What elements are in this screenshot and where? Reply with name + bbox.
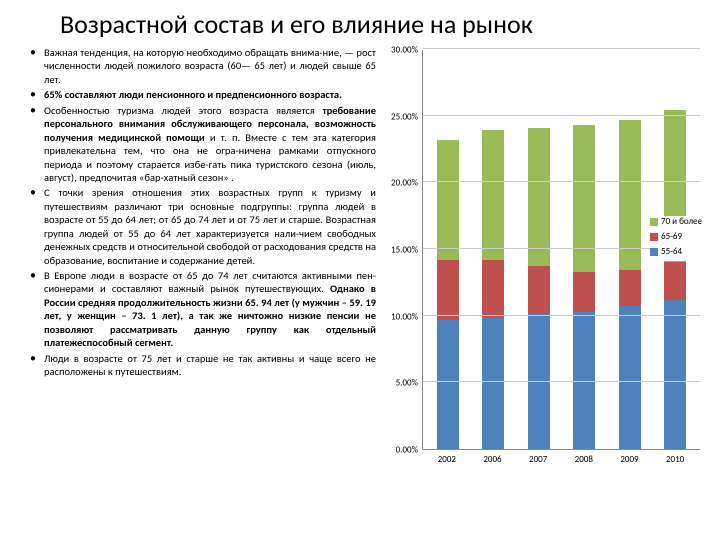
y-tick-label: 30.00% xyxy=(391,45,418,56)
legend-item: 65-69 xyxy=(650,231,702,242)
bar-segment xyxy=(573,125,595,272)
bar-segment xyxy=(573,272,595,312)
bullet-list: Важная тенденция, на которую необходимо … xyxy=(0,46,380,465)
bar-segment xyxy=(482,318,504,449)
bar-segment xyxy=(619,306,641,449)
y-tick-label: 5.00% xyxy=(396,378,418,389)
legend-label: 55-64 xyxy=(661,246,682,257)
bullet-item: В Европе люди в возрасте от 65 до 74 лет… xyxy=(30,269,376,350)
x-tick-label: 2009 xyxy=(618,454,640,465)
legend-item: 70 и более xyxy=(650,216,702,227)
bullet-item: С точки зрения отношения этих возрастных… xyxy=(30,186,376,267)
y-tick-label: 15.00% xyxy=(391,245,418,256)
x-tick-label: 2006 xyxy=(481,454,503,465)
bullet-item: 65% составляют люди пенсионного и предпе… xyxy=(30,88,376,101)
bar-segment xyxy=(619,270,641,306)
bar-segment xyxy=(437,320,459,449)
bar-segment xyxy=(482,130,504,259)
bar-segment xyxy=(528,266,550,314)
bar xyxy=(664,110,686,449)
legend-swatch xyxy=(650,233,658,241)
bar xyxy=(437,140,459,449)
bullet-item: Особенностью туризма людей этого возраст… xyxy=(30,104,376,185)
bar-segment xyxy=(664,262,686,299)
bullet-item: Важная тенденция, на которую необходимо … xyxy=(30,46,376,86)
chart-legend: 70 и более 65-69 55-64 xyxy=(650,216,702,261)
legend-item: 55-64 xyxy=(650,246,702,257)
bar-segment xyxy=(437,140,459,260)
bar-segment xyxy=(437,260,459,320)
legend-label: 65-69 xyxy=(661,231,682,242)
x-tick-label: 2007 xyxy=(527,454,549,465)
bar xyxy=(619,120,641,449)
legend-swatch xyxy=(650,218,658,226)
content-row: Важная тенденция, на которую необходимо … xyxy=(0,46,720,465)
y-tick-label: 25.00% xyxy=(391,111,418,122)
x-axis-labels: 2002 2006 2007 2008 2009 2010 xyxy=(422,450,700,465)
bullet-item: Люди в возрасте от 75 лет и старше не та… xyxy=(30,352,376,379)
bar-segment xyxy=(573,312,595,449)
legend-label: 70 и более xyxy=(661,216,702,227)
bar xyxy=(482,130,504,449)
y-tick-label: 0.00% xyxy=(396,445,418,456)
page-title: Возрастной состав и его влияние на рынок xyxy=(0,0,720,46)
bar xyxy=(528,128,550,449)
x-tick-label: 2008 xyxy=(573,454,595,465)
legend-swatch xyxy=(650,248,658,256)
y-tick-label: 20.00% xyxy=(391,178,418,189)
y-axis-labels: 0.00%5.00%10.00%15.00%20.00%25.00%30.00% xyxy=(380,50,422,450)
y-tick-label: 10.00% xyxy=(391,311,418,322)
bar-segment xyxy=(528,128,550,267)
bar-segment xyxy=(482,260,504,319)
age-stacked-chart: 0.00% 5.00% 10.00% 15.00% 20.00% 25.00% 30.00%… xyxy=(380,46,700,465)
x-tick-label: 2010 xyxy=(664,454,686,465)
bar-segment xyxy=(664,300,686,449)
bar xyxy=(573,125,595,449)
x-tick-label: 2002 xyxy=(436,454,458,465)
